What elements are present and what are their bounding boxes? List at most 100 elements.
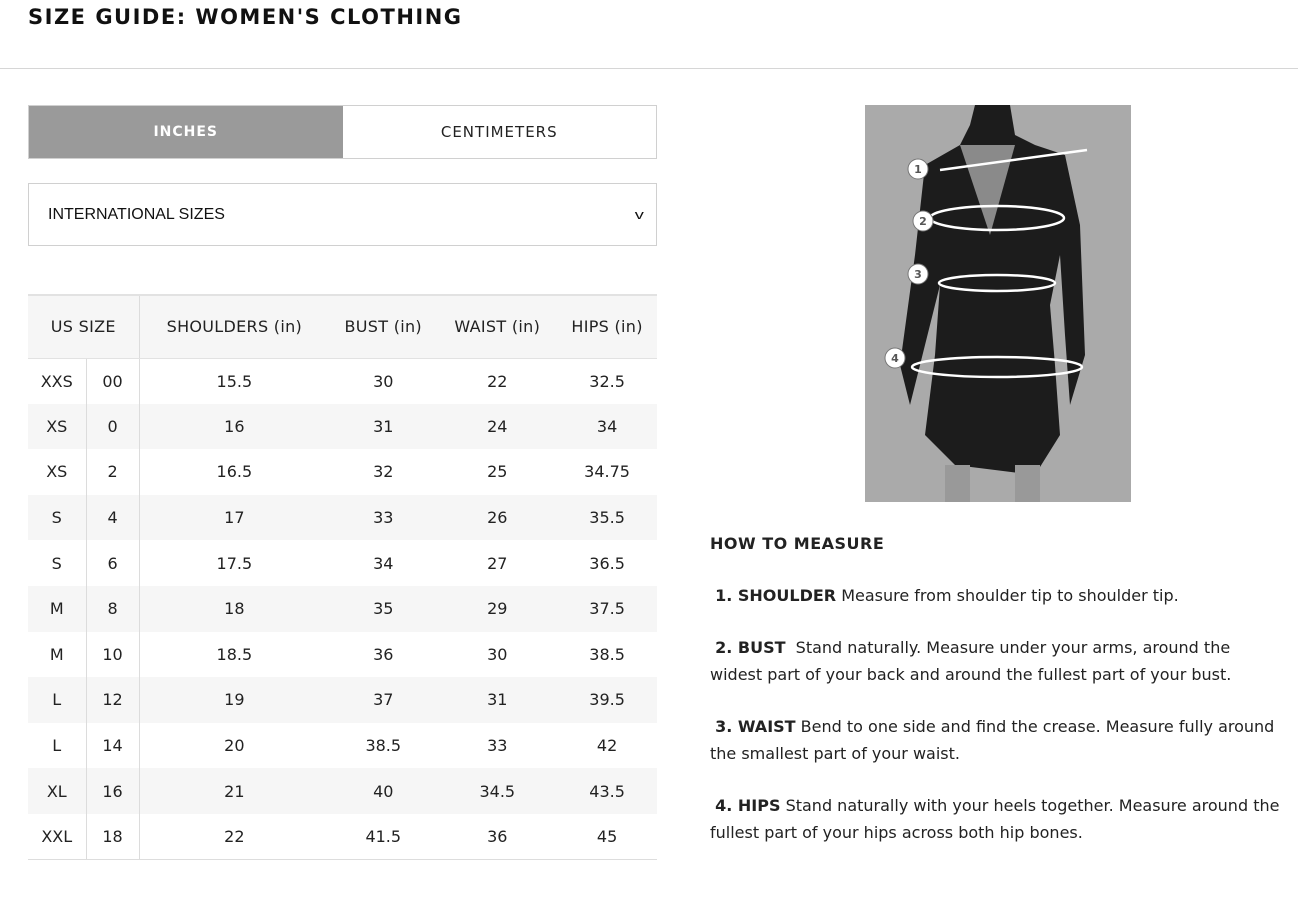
cell-bust: 38.5: [365, 736, 402, 756]
cell-hips: 34.75: [584, 462, 630, 482]
cell-bust: 30: [373, 371, 394, 391]
unit-tabs: INCHES CENTIMETERS: [28, 105, 657, 159]
cell-hips: 32.5: [589, 371, 625, 391]
cell-us-size: 2: [85, 449, 140, 495]
cell-hips: 39.5: [557, 677, 657, 723]
cell-bust: 41.5: [329, 813, 438, 861]
cell-shoulders: 19: [138, 677, 330, 723]
table-row: XS 2 16.5 32 25 34.75: [28, 449, 657, 495]
cell-us-size: 00: [85, 358, 140, 404]
table-row: XL 16 21 40 34.5 43.5: [28, 768, 657, 814]
cell-shoulders: 21: [138, 768, 330, 814]
cell-hips: 34: [557, 403, 657, 450]
table-header-row: US SIZE SHOULDERS (in) BUST (in) WAIST (…: [28, 294, 657, 359]
cell-shoulders: 22: [138, 813, 330, 861]
cell-waist: 36: [437, 813, 558, 861]
cell-shoulders: 17: [138, 494, 330, 541]
cell-waist: 24: [437, 403, 558, 450]
cell-waist: 29: [437, 585, 558, 632]
cell-waist: 30: [487, 644, 508, 664]
instruction-shoulder: 1. SHOULDER Measure from shoulder tip to…: [710, 582, 1280, 609]
cell-waist: 26: [437, 494, 558, 541]
cell-us-size: 4: [85, 494, 140, 541]
table-row: XXL 18 22 41.5 36 45: [28, 813, 657, 861]
cell-shoulders: 20: [138, 722, 330, 769]
page-title: SIZE GUIDE: WOMEN'S CLOTHING: [28, 5, 463, 29]
table-row: M 8 18 35 29 37.5: [28, 585, 657, 632]
divider: [0, 68, 1298, 69]
cell-intl-size: S: [28, 494, 86, 541]
cell-waist: 27: [487, 553, 508, 573]
cell-hips: 36.5: [589, 553, 625, 573]
cell-us-size: 18: [85, 813, 140, 861]
cell-bust: 40: [329, 768, 438, 814]
instruction-text: Measure from shoulder tip to shoulder ti…: [841, 586, 1179, 605]
header-shoulders: SHOULDERS (in): [138, 294, 330, 359]
size-system-select[interactable]: INTERNATIONAL SIZES v: [28, 183, 657, 246]
how-to-heading: HOW TO MEASURE: [710, 534, 885, 553]
cell-waist: 25: [487, 462, 508, 482]
cell-shoulders: 16: [138, 403, 330, 450]
cell-intl-size: XXS: [40, 371, 73, 391]
cell-intl-size: L: [28, 677, 86, 723]
cell-waist: 31: [437, 677, 558, 723]
tab-centimeters[interactable]: CENTIMETERS: [440, 123, 558, 141]
header-us-size: US SIZE: [28, 294, 140, 359]
cell-shoulders: 18: [138, 585, 330, 632]
marker-3: 3: [914, 268, 922, 281]
cell-us-size: 0: [85, 403, 140, 450]
table-row: L 12 19 37 31 39.5: [28, 677, 657, 723]
cell-shoulders: 16.5: [138, 449, 330, 495]
header-waist: WAIST (in): [437, 294, 558, 359]
instruction-label: 1. SHOULDER: [715, 586, 837, 605]
cell-us-size: 14: [85, 722, 140, 769]
cell-us-size: 8: [85, 585, 140, 632]
cell-bust: 31: [329, 403, 438, 450]
how-to-measure: HOW TO MEASURE 1. SHOULDER Measure from …: [710, 530, 1280, 871]
cell-waist: 34.5: [437, 768, 558, 814]
cell-intl-size: M: [28, 585, 86, 632]
cell-bust: 37: [329, 677, 438, 723]
instruction-label: 2. BUST: [715, 638, 786, 657]
chevron-down-icon: v: [634, 207, 644, 222]
table-row: S 6 17.5 34 27 36.5: [28, 540, 657, 586]
instruction-bust: 2. BUST Stand naturally. Measure under y…: [710, 634, 1280, 688]
size-table: US SIZE SHOULDERS (in) BUST (in) WAIST (…: [28, 294, 657, 861]
header-hips: HIPS (in): [557, 294, 657, 359]
instruction-text: Stand naturally with your heels together…: [710, 796, 1280, 842]
marker-4: 4: [891, 352, 899, 365]
table-row: XXS 00 15.5 30 22 32.5: [28, 358, 657, 404]
cell-bust: 35: [329, 585, 438, 632]
cell-hips: 42: [596, 736, 618, 756]
cell-hips: 38.5: [589, 644, 625, 664]
cell-bust: 33: [329, 494, 438, 541]
cell-hips: 45: [557, 813, 657, 861]
tab-inches[interactable]: INCHES: [29, 106, 343, 158]
cell-intl-size: L: [52, 736, 62, 756]
table-row: L 14 20 38.5 33 42: [28, 722, 657, 769]
instruction-label: 4. HIPS: [715, 796, 781, 815]
table-row: M 10 18.5 36 30 38.5: [28, 631, 657, 678]
measurement-photo: 1 2 3 4: [865, 105, 1131, 502]
table-row: S 4 17 33 26 35.5: [28, 494, 657, 541]
instruction-text: Stand naturally. Measure under your arms…: [710, 638, 1232, 684]
cell-bust: 36: [373, 644, 394, 664]
instruction-label: 3. WAIST: [715, 717, 796, 736]
cell-intl-size: XL: [28, 768, 86, 814]
instruction-waist: 3. WAIST Bend to one side and find the c…: [710, 713, 1280, 767]
instruction-hips: 4. HIPS Stand naturally with your heels …: [710, 792, 1280, 846]
cell-us-size: 10: [85, 631, 140, 678]
cell-shoulders: 15.5: [138, 358, 330, 404]
cell-hips: 37.5: [557, 585, 657, 632]
size-system-value: INTERNATIONAL SIZES: [48, 205, 225, 223]
cell-us-size: 6: [85, 540, 140, 586]
cell-intl-size: XS: [28, 403, 86, 450]
cell-hips: 43.5: [557, 768, 657, 814]
cell-intl-size: S: [51, 553, 62, 573]
cell-intl-size: XXL: [28, 813, 86, 861]
table-row: XS 0 16 31 24 34: [28, 403, 657, 450]
cell-shoulders: 17.5: [138, 540, 330, 586]
cell-us-size: 16: [85, 768, 140, 814]
cell-bust: 32: [373, 462, 394, 482]
cell-waist: 33: [487, 736, 508, 756]
